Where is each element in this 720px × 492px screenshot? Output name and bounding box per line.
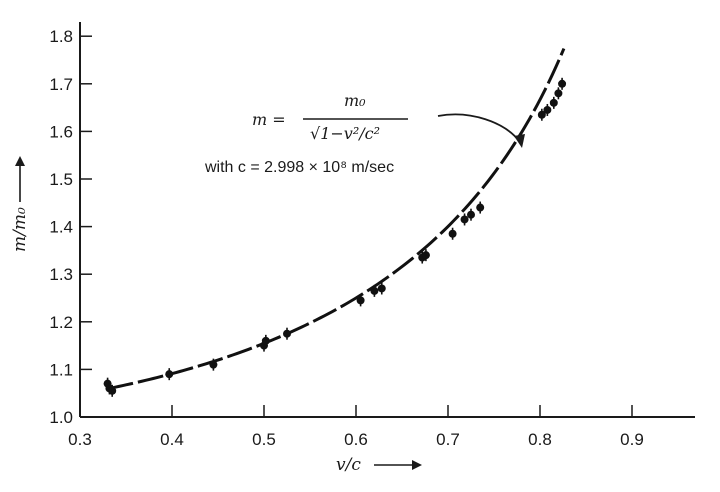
y-tick-label: 1.2 (49, 313, 73, 332)
x-tick-label: 0.5 (252, 430, 276, 449)
data-point (554, 87, 563, 100)
y-axis-label: m/m₀ (10, 207, 30, 252)
data-point (448, 227, 457, 240)
data-point (467, 208, 475, 221)
data-point (165, 368, 174, 381)
y-tick-label: 1.4 (49, 218, 73, 237)
data-point (370, 284, 379, 297)
x-tick-label: 0.8 (528, 430, 552, 449)
x-tick-label: 0.9 (620, 430, 644, 449)
formula-denominator: √1−v²/c² (310, 124, 380, 143)
data-point (421, 249, 430, 262)
x-ticks: 0.3 0.4 0.5 0.6 0.7 0.8 0.9 (68, 405, 644, 449)
y-axis-arrowhead-icon (15, 156, 25, 166)
data-point (537, 108, 546, 121)
data-point (460, 213, 469, 226)
y-tick-label: 1.6 (49, 122, 73, 141)
y-tick-label: 1.1 (49, 360, 73, 379)
formula-annotation: m = m₀ √1−v²/c² with c = 2.998 × 10⁸ m/s… (204, 91, 525, 176)
x-tick-label: 0.3 (68, 430, 92, 449)
x-tick-label: 0.6 (344, 430, 368, 449)
data-point (209, 358, 218, 371)
formula-numerator: m₀ (344, 91, 366, 110)
x-axis-label: v/c (336, 455, 361, 475)
data-point (283, 327, 291, 340)
axes (79, 22, 695, 418)
y-tick-label: 1.5 (49, 170, 73, 189)
annotation-arrowhead-icon (514, 134, 525, 148)
y-tick-label: 1.7 (49, 75, 73, 94)
formula-note: with c = 2.998 × 10⁸ m/sec (204, 159, 394, 176)
y-tick-label: 1.0 (49, 408, 73, 427)
data-point (558, 77, 567, 90)
y-tick-label: 1.3 (49, 265, 73, 284)
data-point (543, 103, 552, 116)
x-axis-label-group: v/c (336, 455, 422, 475)
data-point (108, 384, 117, 397)
data-point (377, 282, 386, 295)
x-axis-arrowhead-icon (412, 460, 422, 470)
y-tick-label: 1.8 (49, 27, 73, 46)
y-ticks: 1.0 1.1 1.2 1.3 1.4 1.5 1.6 1.7 1.8 (49, 27, 92, 427)
x-tick-label: 0.4 (160, 430, 184, 449)
theory-curve (107, 47, 566, 391)
y-axis-label-group: m/m₀ (10, 156, 30, 252)
annotation-arrow (437, 113, 521, 143)
data-point (261, 334, 270, 347)
data-point (549, 96, 558, 109)
formula-lhs: m = (252, 110, 286, 129)
x-tick-label: 0.7 (436, 430, 460, 449)
data-point (476, 201, 485, 214)
data-points (103, 77, 567, 397)
data-point (356, 294, 365, 307)
